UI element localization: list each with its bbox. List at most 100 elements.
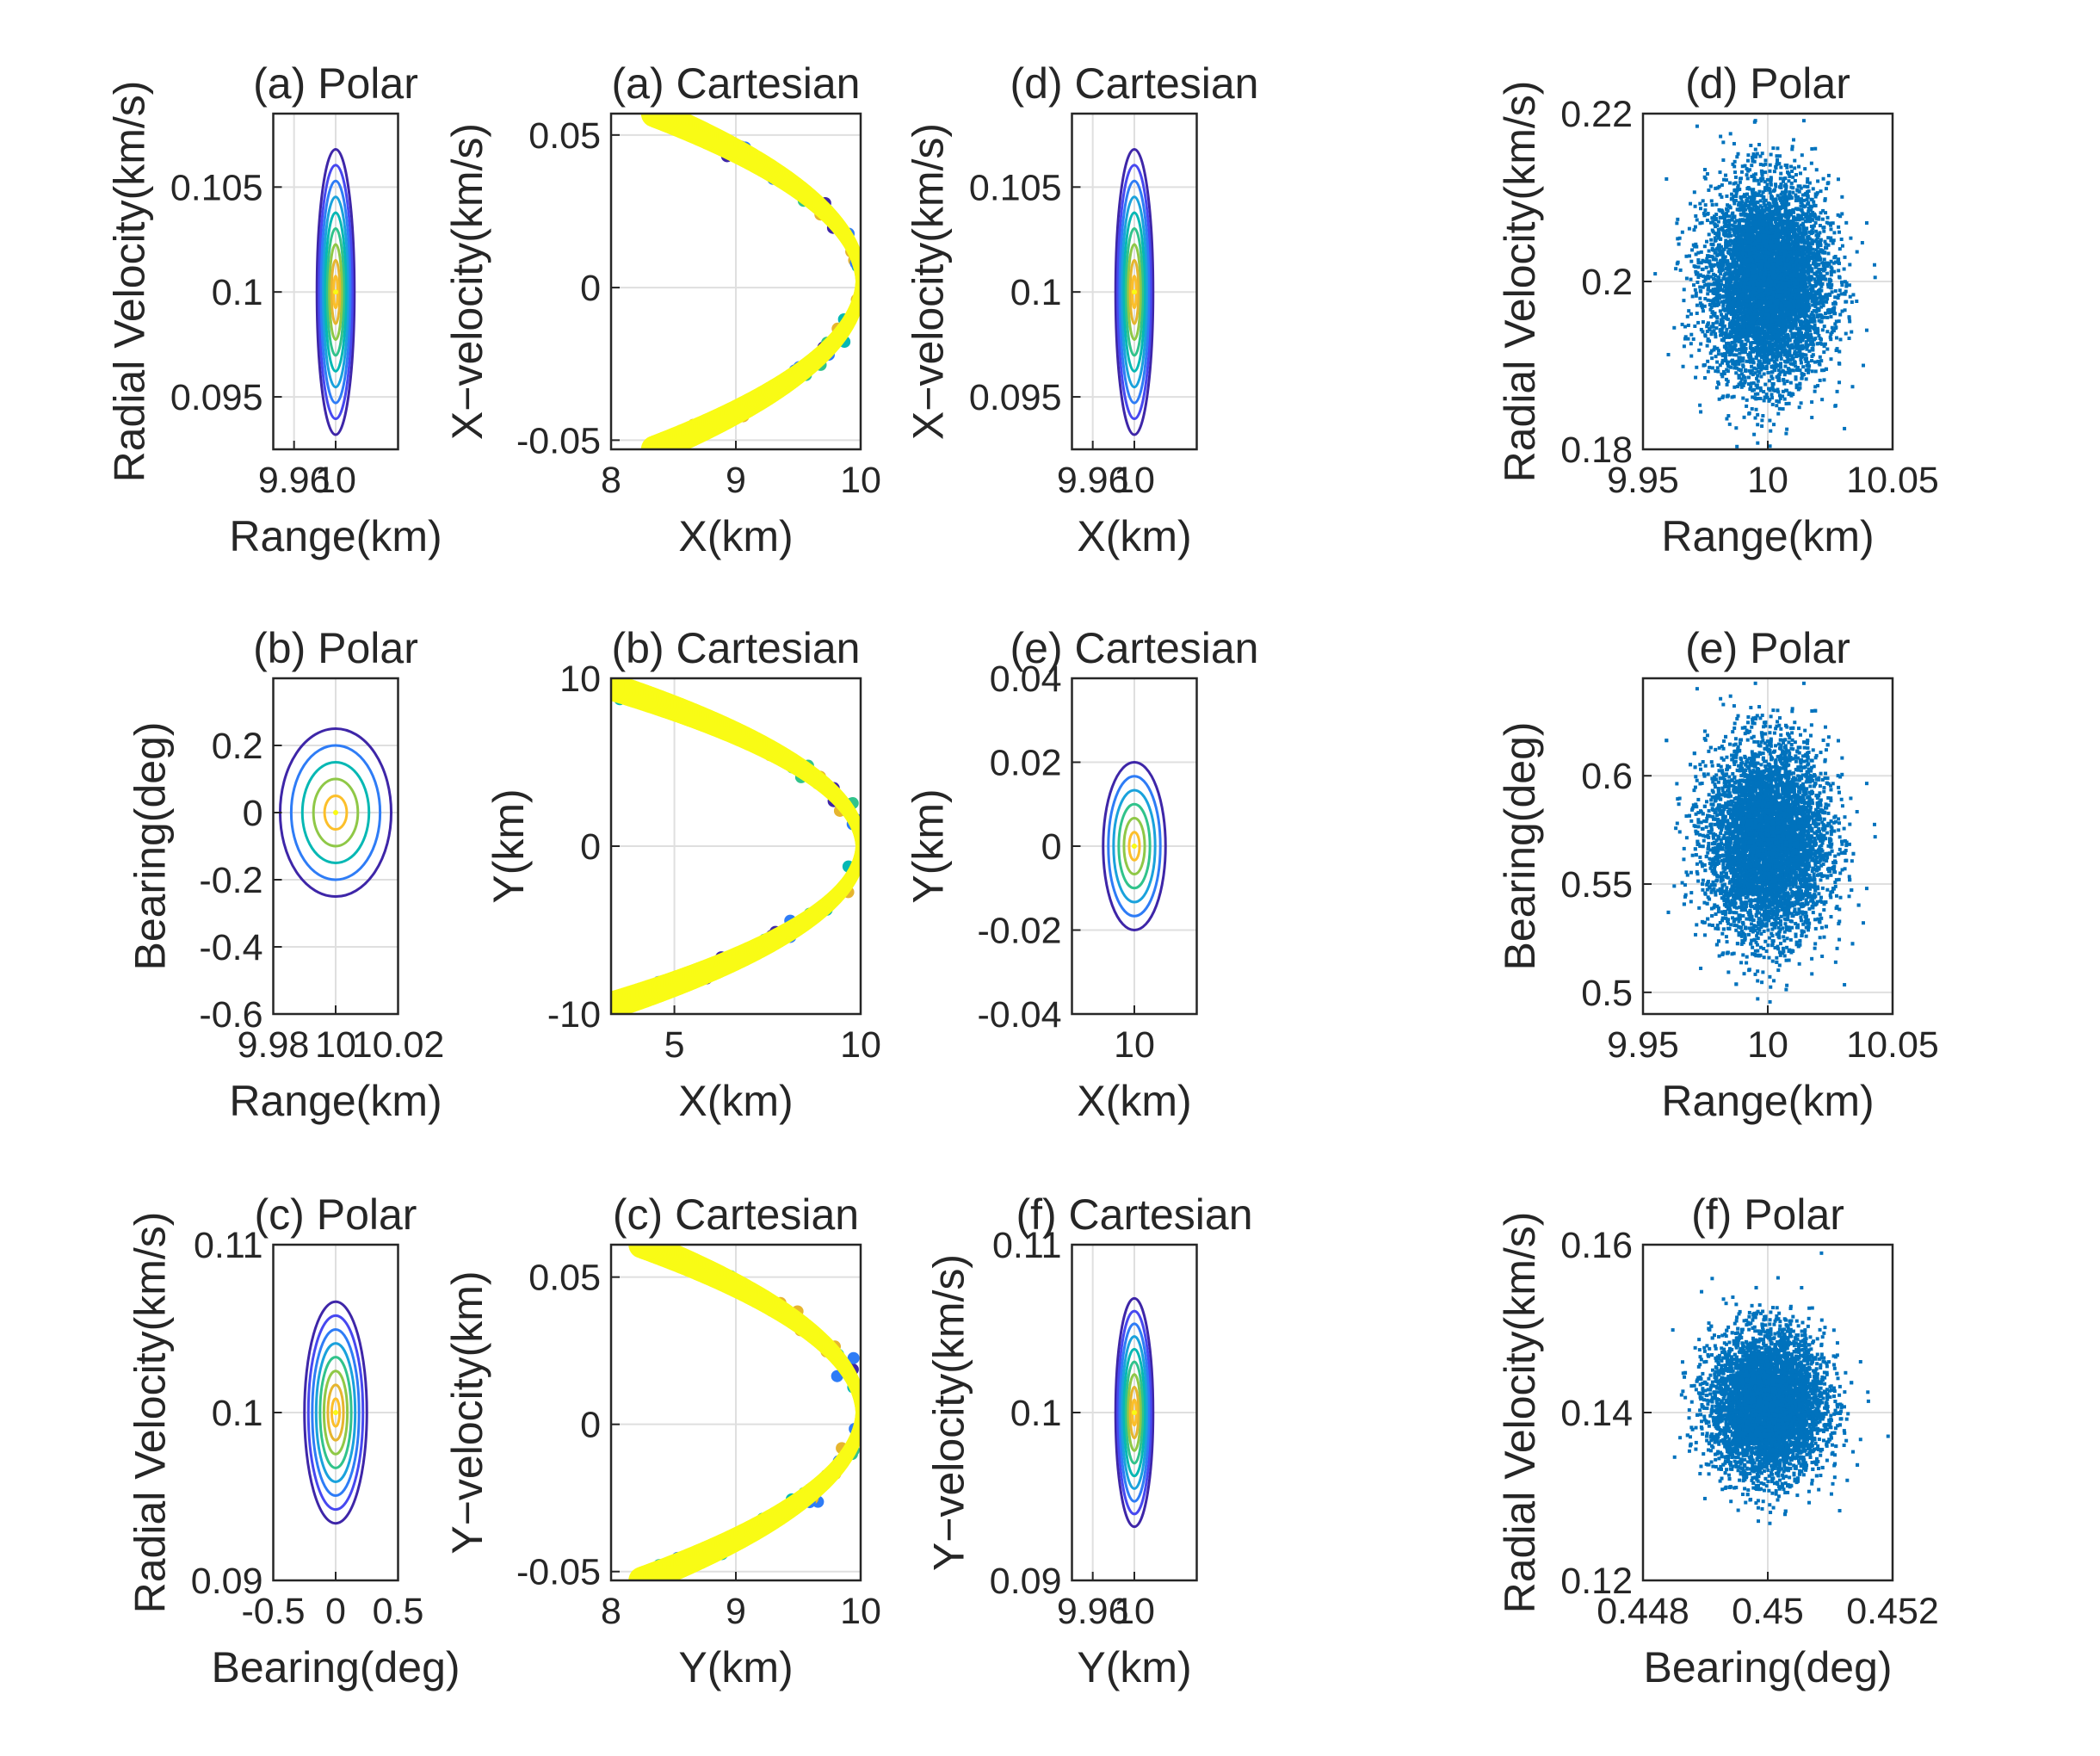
scatter-point: [1810, 257, 1814, 261]
scatter-point: [1790, 145, 1794, 149]
scatter-point: [1799, 171, 1803, 176]
scatter-point: [1864, 328, 1868, 332]
scatter-point: [1721, 294, 1726, 299]
scatter-point: [1783, 264, 1788, 269]
scatter-point: [1765, 280, 1770, 284]
scatter-point: [1703, 208, 1708, 213]
scatter-point: [1720, 226, 1725, 230]
scatter-point: [1753, 416, 1757, 420]
scatter-point: [1776, 213, 1780, 217]
scatter-point: [1760, 424, 1764, 429]
scatter-point: [1692, 283, 1696, 288]
scatter-point: [1821, 208, 1825, 213]
scatter-point: [1750, 189, 1754, 193]
scatter-point: [1751, 388, 1755, 393]
scatter-point: [1822, 300, 1826, 304]
scatter-point: [1771, 342, 1776, 346]
scatter-point: [1813, 195, 1818, 199]
scatter-point: [1764, 278, 1769, 282]
scatter-point: [1805, 285, 1809, 289]
scatter-point: [1747, 411, 1751, 416]
scatter-point: [1840, 309, 1844, 313]
scatter-point: [1748, 230, 1752, 234]
scatter-point: [1710, 203, 1714, 207]
scatter-point: [1800, 223, 1804, 227]
scatter-point: [1695, 280, 1700, 284]
scatter-point: [1698, 285, 1702, 289]
scatter-point: [1826, 221, 1831, 226]
scatter-point: [1840, 212, 1844, 216]
scatter-point: [1754, 367, 1758, 371]
scatter-point: [1786, 355, 1790, 359]
scatter-point: [1811, 340, 1815, 344]
scatter-point: [1808, 292, 1813, 296]
scatter-point: [1785, 427, 1789, 431]
scatter-point: [1840, 244, 1844, 248]
scatter-point: [1715, 224, 1720, 228]
scatter-point: [1792, 225, 1796, 229]
scatter-point: [1788, 194, 1792, 198]
scatter-point: [1722, 372, 1726, 376]
scatter-point: [1819, 305, 1824, 309]
scatter-point: [1781, 389, 1785, 393]
scatter-point: [1807, 364, 1812, 368]
scatter-point: [1739, 318, 1743, 322]
scatter-point: [1817, 301, 1821, 306]
scatter-point: [1860, 241, 1864, 245]
contour-center-point: [1132, 289, 1137, 295]
scatter-point: [1735, 275, 1739, 279]
scatter-point: [1814, 229, 1819, 233]
scatter-point: [1758, 210, 1763, 214]
scatter-point: [1807, 237, 1812, 241]
scatter-point: [1750, 368, 1754, 373]
scatter-point: [1774, 315, 1778, 319]
scatter-point: [1806, 361, 1810, 365]
scatter-point: [1705, 218, 1709, 222]
plot-area: [1114, 147, 1155, 436]
scatter-point: [1740, 200, 1745, 204]
scatter-point: [1807, 370, 1811, 374]
scatter-point: [1751, 381, 1756, 386]
scatter-point: [1733, 247, 1738, 251]
scatter-point: [1794, 283, 1798, 288]
scatter-point: [1739, 324, 1744, 328]
scatter-point: [1819, 300, 1824, 305]
scatter-point: [1714, 335, 1718, 339]
scatter-point: [1747, 225, 1751, 229]
scatter-point: [1784, 307, 1788, 312]
scatter-point: [1819, 359, 1824, 363]
scatter-point: [1803, 356, 1807, 361]
scatter-point: [1707, 232, 1711, 237]
scatter-point: [1743, 350, 1747, 355]
scatter-point: [1807, 295, 1812, 300]
scatter-point: [1782, 179, 1786, 183]
y-tick-label: 0.1: [212, 272, 263, 313]
scatter-point: [1766, 370, 1770, 374]
scatter-point: [1789, 181, 1794, 185]
scatter-point: [1778, 354, 1782, 358]
scatter-point: [1799, 186, 1803, 190]
scatter-point: [1709, 275, 1714, 279]
scatter-point: [1779, 171, 1783, 176]
scatter-point: [1779, 192, 1783, 196]
scatter-point: [1776, 368, 1781, 373]
scatter-point: [1788, 190, 1792, 195]
scatter-point: [1782, 275, 1787, 279]
scatter-point: [1723, 222, 1727, 226]
scatter-point: [1837, 294, 1841, 298]
scatter-point: [1748, 334, 1752, 338]
scatter-point: [1734, 238, 1739, 243]
scatter-point: [1706, 292, 1710, 296]
scatter-point: [1740, 359, 1745, 363]
scatter-point: [1816, 331, 1820, 335]
scatter-point: [1698, 221, 1702, 226]
scatter-point: [1745, 333, 1750, 337]
scatter-point: [1815, 292, 1819, 296]
scatter-point: [1702, 211, 1706, 215]
scatter-point: [1712, 348, 1716, 352]
scatter-point: [1745, 307, 1750, 312]
scatter-point: [1726, 364, 1731, 368]
scatter-point: [1796, 342, 1800, 346]
scatter-point: [1808, 287, 1813, 291]
scatter-point: [1730, 349, 1734, 353]
